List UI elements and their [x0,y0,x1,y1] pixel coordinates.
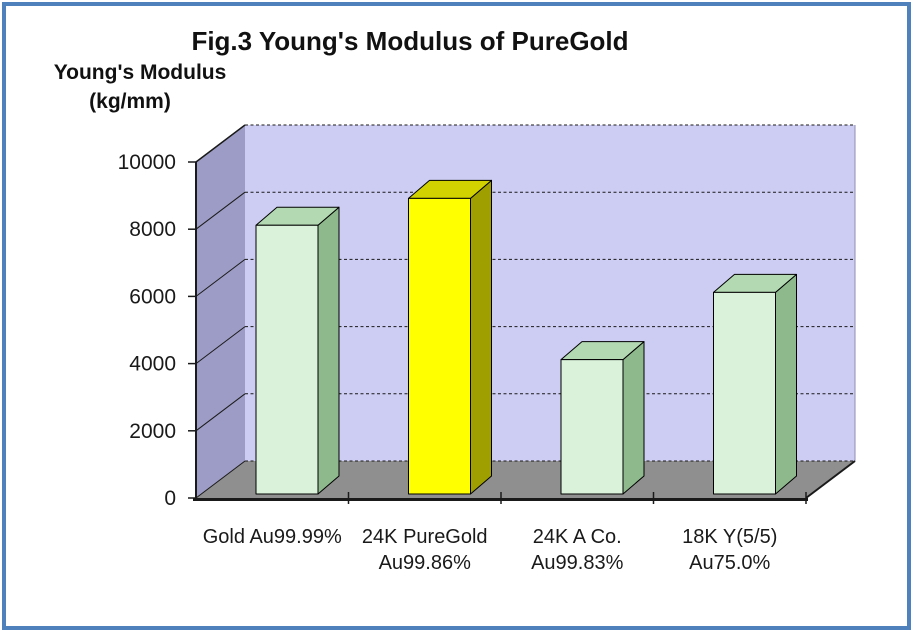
bar-4-18k-y-5-5-au75-0- [713,273,797,495]
left-wall-gridline [195,393,246,432]
value-axis-tick-label: 10000 [118,151,176,174]
bar-1-gold-au99-99- [255,206,340,495]
left-wall-gridline [195,191,246,230]
floor-right-edge [805,460,856,499]
bar-front-face [713,291,776,495]
left-wall-gridline [195,326,246,364]
category-label-line: Au99.83% [531,552,624,574]
bar-front-face [255,224,319,495]
category-label-line: 24K PureGold [362,526,488,548]
left-wall-top-edge [195,124,246,163]
bar-3-24k-a-co-au99-83- [560,341,645,495]
bar-side-face [317,206,340,495]
left-wall-gridline [195,259,246,297]
chart-title: Fig.3 Young's Modulus of PureGold [191,26,629,56]
y-axis-title-line2: (kg/mm) [89,90,171,113]
value-axis-tick-label: 6000 [129,285,176,308]
value-axis-tick-label: 2000 [129,420,176,443]
value-axis-tick-label: 4000 [129,353,176,376]
category-label-line: Au75.0% [689,552,770,574]
category-label-line: 24K A Co. [533,526,622,548]
left-wall [196,125,245,498]
bar-side-face [775,273,797,495]
y-axis-title: Young's Modulus (kg/mm) [38,58,242,116]
bar-side-face [470,179,492,495]
left-wall-gridline [195,460,246,499]
bar-front-face [560,359,624,495]
bar-front-face [408,197,471,495]
floor [196,461,855,498]
value-axis-tick-label: 0 [164,487,176,510]
category-label-line: 18K Y(5/5) [682,526,777,548]
bar-side-face [622,341,645,495]
category-label-line: Au99.86% [379,552,472,574]
value-axis-tick-label: 8000 [129,218,176,241]
bar-2-24k-puregold-au99-86- [408,179,492,495]
category-label-line: Gold Au99.99% [203,526,342,548]
y-axis-title-line1: Young's Modulus [53,61,227,84]
